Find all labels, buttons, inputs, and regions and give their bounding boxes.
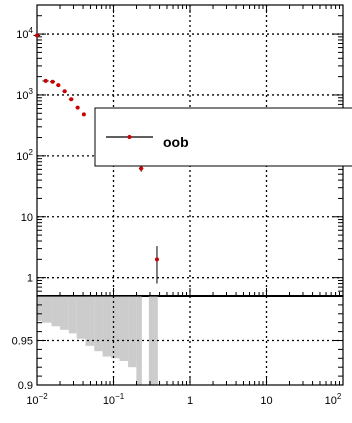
data-point — [56, 83, 61, 88]
data-point — [35, 33, 39, 38]
x-tick-label: 102 — [325, 392, 342, 407]
ratio-band-bin — [111, 296, 120, 359]
y-tick-label: 1 — [27, 273, 33, 285]
ratio-band-bin — [37, 296, 42, 321]
y-tick-label: 10 — [21, 212, 33, 224]
data-point — [43, 78, 48, 83]
data-point — [69, 97, 74, 102]
ratio-band-bin — [119, 296, 129, 361]
y-tick-label: 0.95 — [12, 336, 33, 348]
data-point — [81, 112, 86, 117]
ratio-band-bin — [136, 296, 142, 385]
ratio-band-bin — [76, 296, 86, 339]
y-tick-label: 103 — [16, 87, 33, 102]
ratio-band-bin — [41, 296, 52, 323]
data-point — [154, 257, 159, 262]
ratio-band-bin — [51, 296, 61, 327]
y-tick-label: 0.9 — [18, 380, 33, 392]
y-tick-label: 102 — [16, 148, 33, 163]
x-tick-label: 10 — [260, 395, 272, 407]
x-tick-label: 10−1 — [103, 392, 125, 407]
data-point — [62, 89, 67, 94]
x-tick-label: 10−2 — [26, 392, 48, 407]
data-point — [139, 166, 144, 171]
data-point — [75, 105, 80, 110]
ratio-band-bin — [85, 296, 95, 346]
legend-label: oob — [163, 134, 189, 150]
legend: oob — [94, 107, 352, 167]
data-point — [50, 79, 55, 84]
ratio-band-bin — [68, 296, 77, 334]
x-tick-label: 1 — [187, 395, 193, 407]
legend-marker — [127, 135, 132, 139]
ratio-band-bin — [102, 296, 112, 357]
y-tick-label: 104 — [16, 26, 33, 41]
ratio-band-bin — [60, 296, 69, 330]
ratio-plot-panel: 0.95 0.910−2 10−1 1 10 102 — [12, 295, 344, 407]
ratio-band-bin — [128, 296, 137, 368]
ratio-band-bin — [94, 296, 103, 352]
